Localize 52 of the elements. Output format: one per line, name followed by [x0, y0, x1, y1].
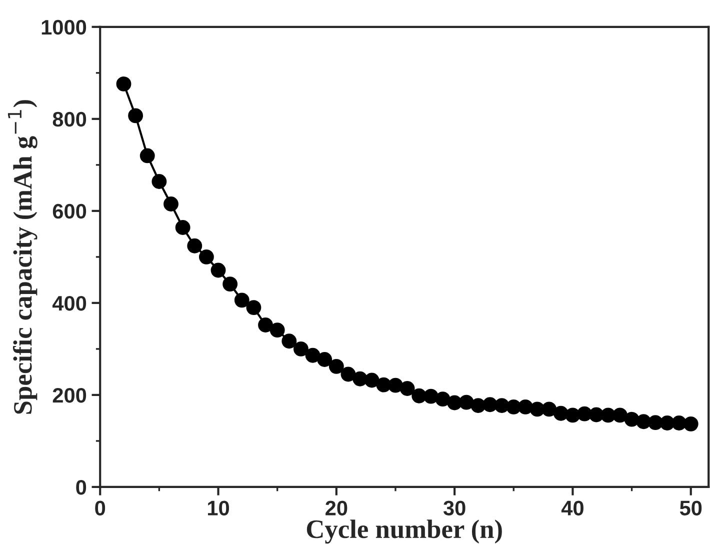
- point: [222, 276, 238, 292]
- point: [400, 381, 415, 396]
- point: [340, 366, 356, 382]
- point: [423, 388, 438, 404]
- point: [198, 249, 214, 264]
- point: [282, 334, 297, 349]
- point: [258, 318, 273, 332]
- point: [246, 300, 262, 316]
- y-tick-label: 200: [52, 388, 86, 403]
- y-tick-label: 0: [76, 480, 86, 495]
- point: [234, 292, 250, 308]
- point: [388, 378, 403, 393]
- point: [542, 402, 557, 417]
- x-tick-label: 10: [208, 500, 229, 516]
- y-tick-label: 400: [52, 296, 86, 311]
- x-tick-label: 50: [680, 500, 702, 516]
- point: [175, 220, 190, 235]
- point: [636, 414, 652, 430]
- point: [270, 322, 285, 338]
- point: [317, 352, 332, 367]
- point: [577, 406, 592, 422]
- point: [612, 408, 628, 423]
- y-axis-title: Specific capacity (mAh g$^{−1}$): [8, 100, 38, 414]
- point: [210, 262, 226, 278]
- x-tick-label: 40: [561, 500, 584, 516]
- point: [352, 371, 368, 386]
- point: [470, 398, 486, 413]
- point: [305, 348, 320, 363]
- point: [140, 148, 155, 164]
- x-tick-label: 0: [95, 500, 106, 516]
- point: [648, 415, 663, 430]
- point: [328, 358, 344, 374]
- x-tick-label: 20: [326, 500, 348, 516]
- point: [458, 394, 474, 410]
- point: [294, 341, 308, 356]
- point: [553, 406, 568, 421]
- point: [128, 108, 144, 124]
- x-axis-title: Cycle number (n): [306, 520, 502, 544]
- point: [364, 372, 380, 388]
- point: [435, 392, 450, 407]
- point: [518, 399, 533, 414]
- point: [412, 388, 427, 404]
- y-tick-label: 800: [52, 112, 86, 127]
- point: [482, 397, 498, 412]
- x-tick-label: 30: [443, 500, 466, 516]
- y-tick-label: 600: [52, 204, 86, 219]
- point: [116, 76, 132, 92]
- point: [683, 416, 698, 432]
- point: [164, 196, 178, 212]
- y-tick-label: 1000: [42, 20, 86, 35]
- point: [187, 238, 202, 254]
- point: [152, 174, 167, 189]
